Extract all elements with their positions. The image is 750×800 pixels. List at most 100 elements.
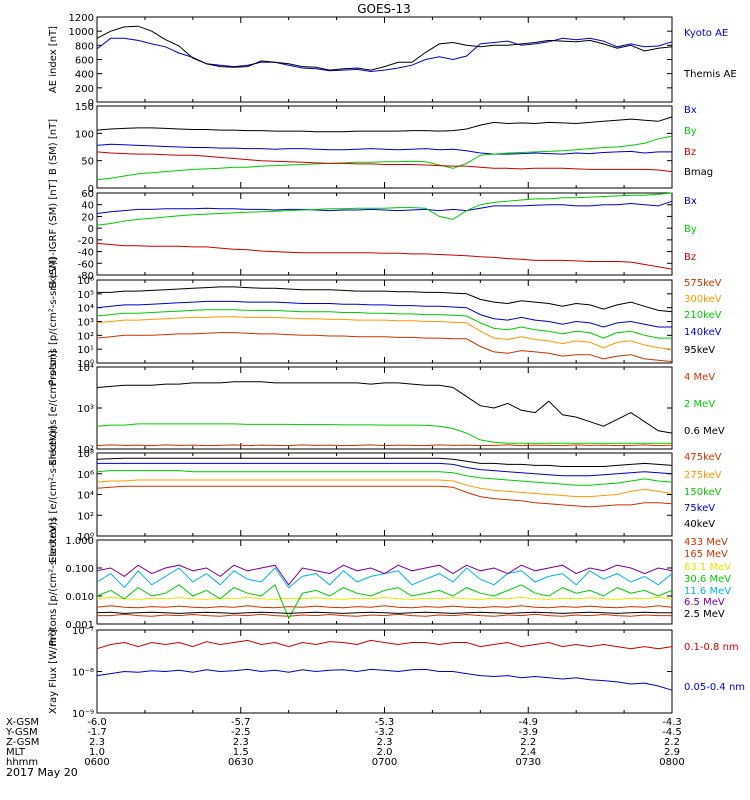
legend-entry: 475keV <box>684 452 722 463</box>
y-tick-label: 10⁸ <box>77 449 94 460</box>
series-line-kyoto-ae <box>96 37 673 73</box>
y-axis-label: Protons [p/(cm²-s-sr-keV)] <box>48 518 59 646</box>
series-line-2-5-mev <box>96 611 672 614</box>
y-tick-label: 10⁻⁸ <box>72 668 94 679</box>
legend-entry: 95keV <box>684 345 715 356</box>
y-tick-label: 10² <box>77 445 94 456</box>
ephemeris-value: 2.0 <box>377 747 393 758</box>
y-tick-label: 10² <box>77 511 94 522</box>
legend-entry: 6.5 MeV <box>684 597 725 608</box>
series-line-275kev <box>96 479 673 498</box>
ephemeris-value: -5.3 <box>375 717 395 728</box>
series-line-bz <box>96 151 673 173</box>
y-axis-label: Protons [p/(cm²-s-sr-keV)] <box>48 257 59 385</box>
panel-frame <box>96 192 673 276</box>
ephemeris-value: 0730 <box>516 757 541 768</box>
series-line-0-05-0-4-nm <box>96 668 673 691</box>
ephemeris-value: 2.2 <box>664 737 680 748</box>
legend-entry: 2 MeV <box>684 399 715 410</box>
y-tick-label: 0 <box>88 184 94 195</box>
y-tick-label: 10⁻⁷ <box>72 626 94 637</box>
legend-entry: By <box>684 126 697 137</box>
y-tick-label: 60 <box>81 189 94 200</box>
y-tick-label: 0 <box>88 98 94 109</box>
y-tick-label: -80 <box>78 271 94 282</box>
series-line-40kev <box>96 457 673 467</box>
legend-entry: 140keV <box>684 327 722 338</box>
y-tick-label: 10⁰ <box>77 359 94 370</box>
ephemeris-value: 2.4 <box>520 747 536 758</box>
panel-5: 10² 10³ 10⁴ Electrons [e/(cm²-s-sr)] 4 MeV 2 … <box>48 350 725 466</box>
y-tick-label: 10³ <box>77 404 94 415</box>
panel-4: 10⁰ 10¹ 10² 10³ 10⁴ 10⁵ 10⁶ Protons [p/(cm²-s-s… <box>48 257 722 385</box>
panel-7: 0.001 0.010 0.100 1.000 Protons [p/(cm²-s-sr… <box>48 518 731 646</box>
panel-2: 0 50 100 150 B (SM) [nT] Bx By Bz Bmag <box>48 102 713 195</box>
ephemeris-value: -5.7 <box>231 717 251 728</box>
series-line-0-1-0-8-nm <box>96 639 673 650</box>
ephemeris-value: -3.2 <box>375 727 395 738</box>
legend-entry: 150keV <box>684 487 722 498</box>
ephemeris-value: 2.3 <box>377 737 393 748</box>
y-axis-label: Xray Flux [W/m²] <box>48 629 59 714</box>
y-tick-label: 0.100 <box>65 564 94 575</box>
ephemeris-value: -4.9 <box>518 717 538 728</box>
legend-entry: 0.1-0.8 nm <box>684 642 739 653</box>
ephemeris-value: -2.5 <box>231 727 251 738</box>
y-tick-label: 10² <box>77 331 94 342</box>
y-axis-label: AE index [nT] <box>48 26 59 93</box>
legend-entry: 0.05-0.4 nm <box>684 682 745 693</box>
y-tick-label: 10⁵ <box>77 290 94 301</box>
legend-entry: 0.6 MeV <box>684 426 725 437</box>
series-line-6-5-mev <box>96 564 673 586</box>
ephemeris-value: -4.5 <box>662 727 682 738</box>
series-line-165-mev <box>96 605 673 609</box>
series-line-4-mev <box>96 444 673 447</box>
series-line-0-6-mev <box>96 381 673 434</box>
legend-entry: Bz <box>684 252 696 263</box>
series-line-2-mev <box>96 423 672 444</box>
panel-1: 0 200 400 600 800 1000 1200 AE index [nT] Kyoto … <box>48 13 737 109</box>
series-line-95kev <box>97 286 673 313</box>
panel-frame <box>96 539 673 625</box>
legend-entry: 30.6 MeV <box>684 574 731 585</box>
series-line-140kev <box>96 300 672 328</box>
ephemeris-row-label: Z-GSM <box>6 737 39 748</box>
y-axis-label: Electrons [e/(cm²-s-sr)] <box>48 350 59 466</box>
ephemeris-value: 1.5 <box>233 747 249 758</box>
series-line-210kev <box>96 309 672 339</box>
y-tick-label: 800 <box>75 41 94 52</box>
ephemeris-row-label: Y-GSM <box>5 727 38 738</box>
legend-entry: 75keV <box>684 503 715 514</box>
legend-entry: Bz <box>684 147 696 158</box>
y-tick-label: 10³ <box>77 318 94 329</box>
y-tick-label: 10¹ <box>77 345 94 356</box>
ephemeris-value: 2.3 <box>233 737 249 748</box>
y-tick-label: 0 <box>88 224 94 235</box>
legend-entry: By <box>684 224 697 235</box>
ephemeris-value: 1.0 <box>89 747 105 758</box>
y-tick-label: 10⁰ <box>77 532 94 543</box>
panel-frame <box>96 16 673 103</box>
series-line-themis-ae <box>96 25 673 71</box>
ephemeris-value: -6.0 <box>87 717 107 728</box>
series-line-150kev <box>96 470 673 486</box>
bottom-axis: X-GSM -6.0 -5.7 -5.3 -4.9 -4.3 Y-GSM -1.7 -2.5 -3… <box>5 717 685 768</box>
panel-6: 10⁰ 10² 10⁴ 10⁶ 10⁸ Electrons [e/(cm²-s-sr-ke… <box>48 426 722 563</box>
legend-entry: 300keV <box>684 294 722 305</box>
legend-entry: 275keV <box>684 470 722 481</box>
ephemeris-row-label: X-GSM <box>6 717 39 728</box>
y-tick-label: -40 <box>78 248 94 259</box>
series-line-433-mev <box>97 613 672 617</box>
y-tick-label: 10⁶ <box>77 470 94 481</box>
legend-entry: 40keV <box>684 519 715 530</box>
series-line-by <box>96 192 673 226</box>
ephemeris-value: 0630 <box>228 757 253 768</box>
legend-entry: Kyoto AE <box>684 28 728 39</box>
y-tick-label: 100 <box>75 129 94 140</box>
series-line-300kev <box>96 316 673 350</box>
legend-entry: 575keV <box>684 278 722 289</box>
y-tick-label: 10⁴ <box>77 363 94 374</box>
ephemeris-value: 0700 <box>372 757 397 768</box>
